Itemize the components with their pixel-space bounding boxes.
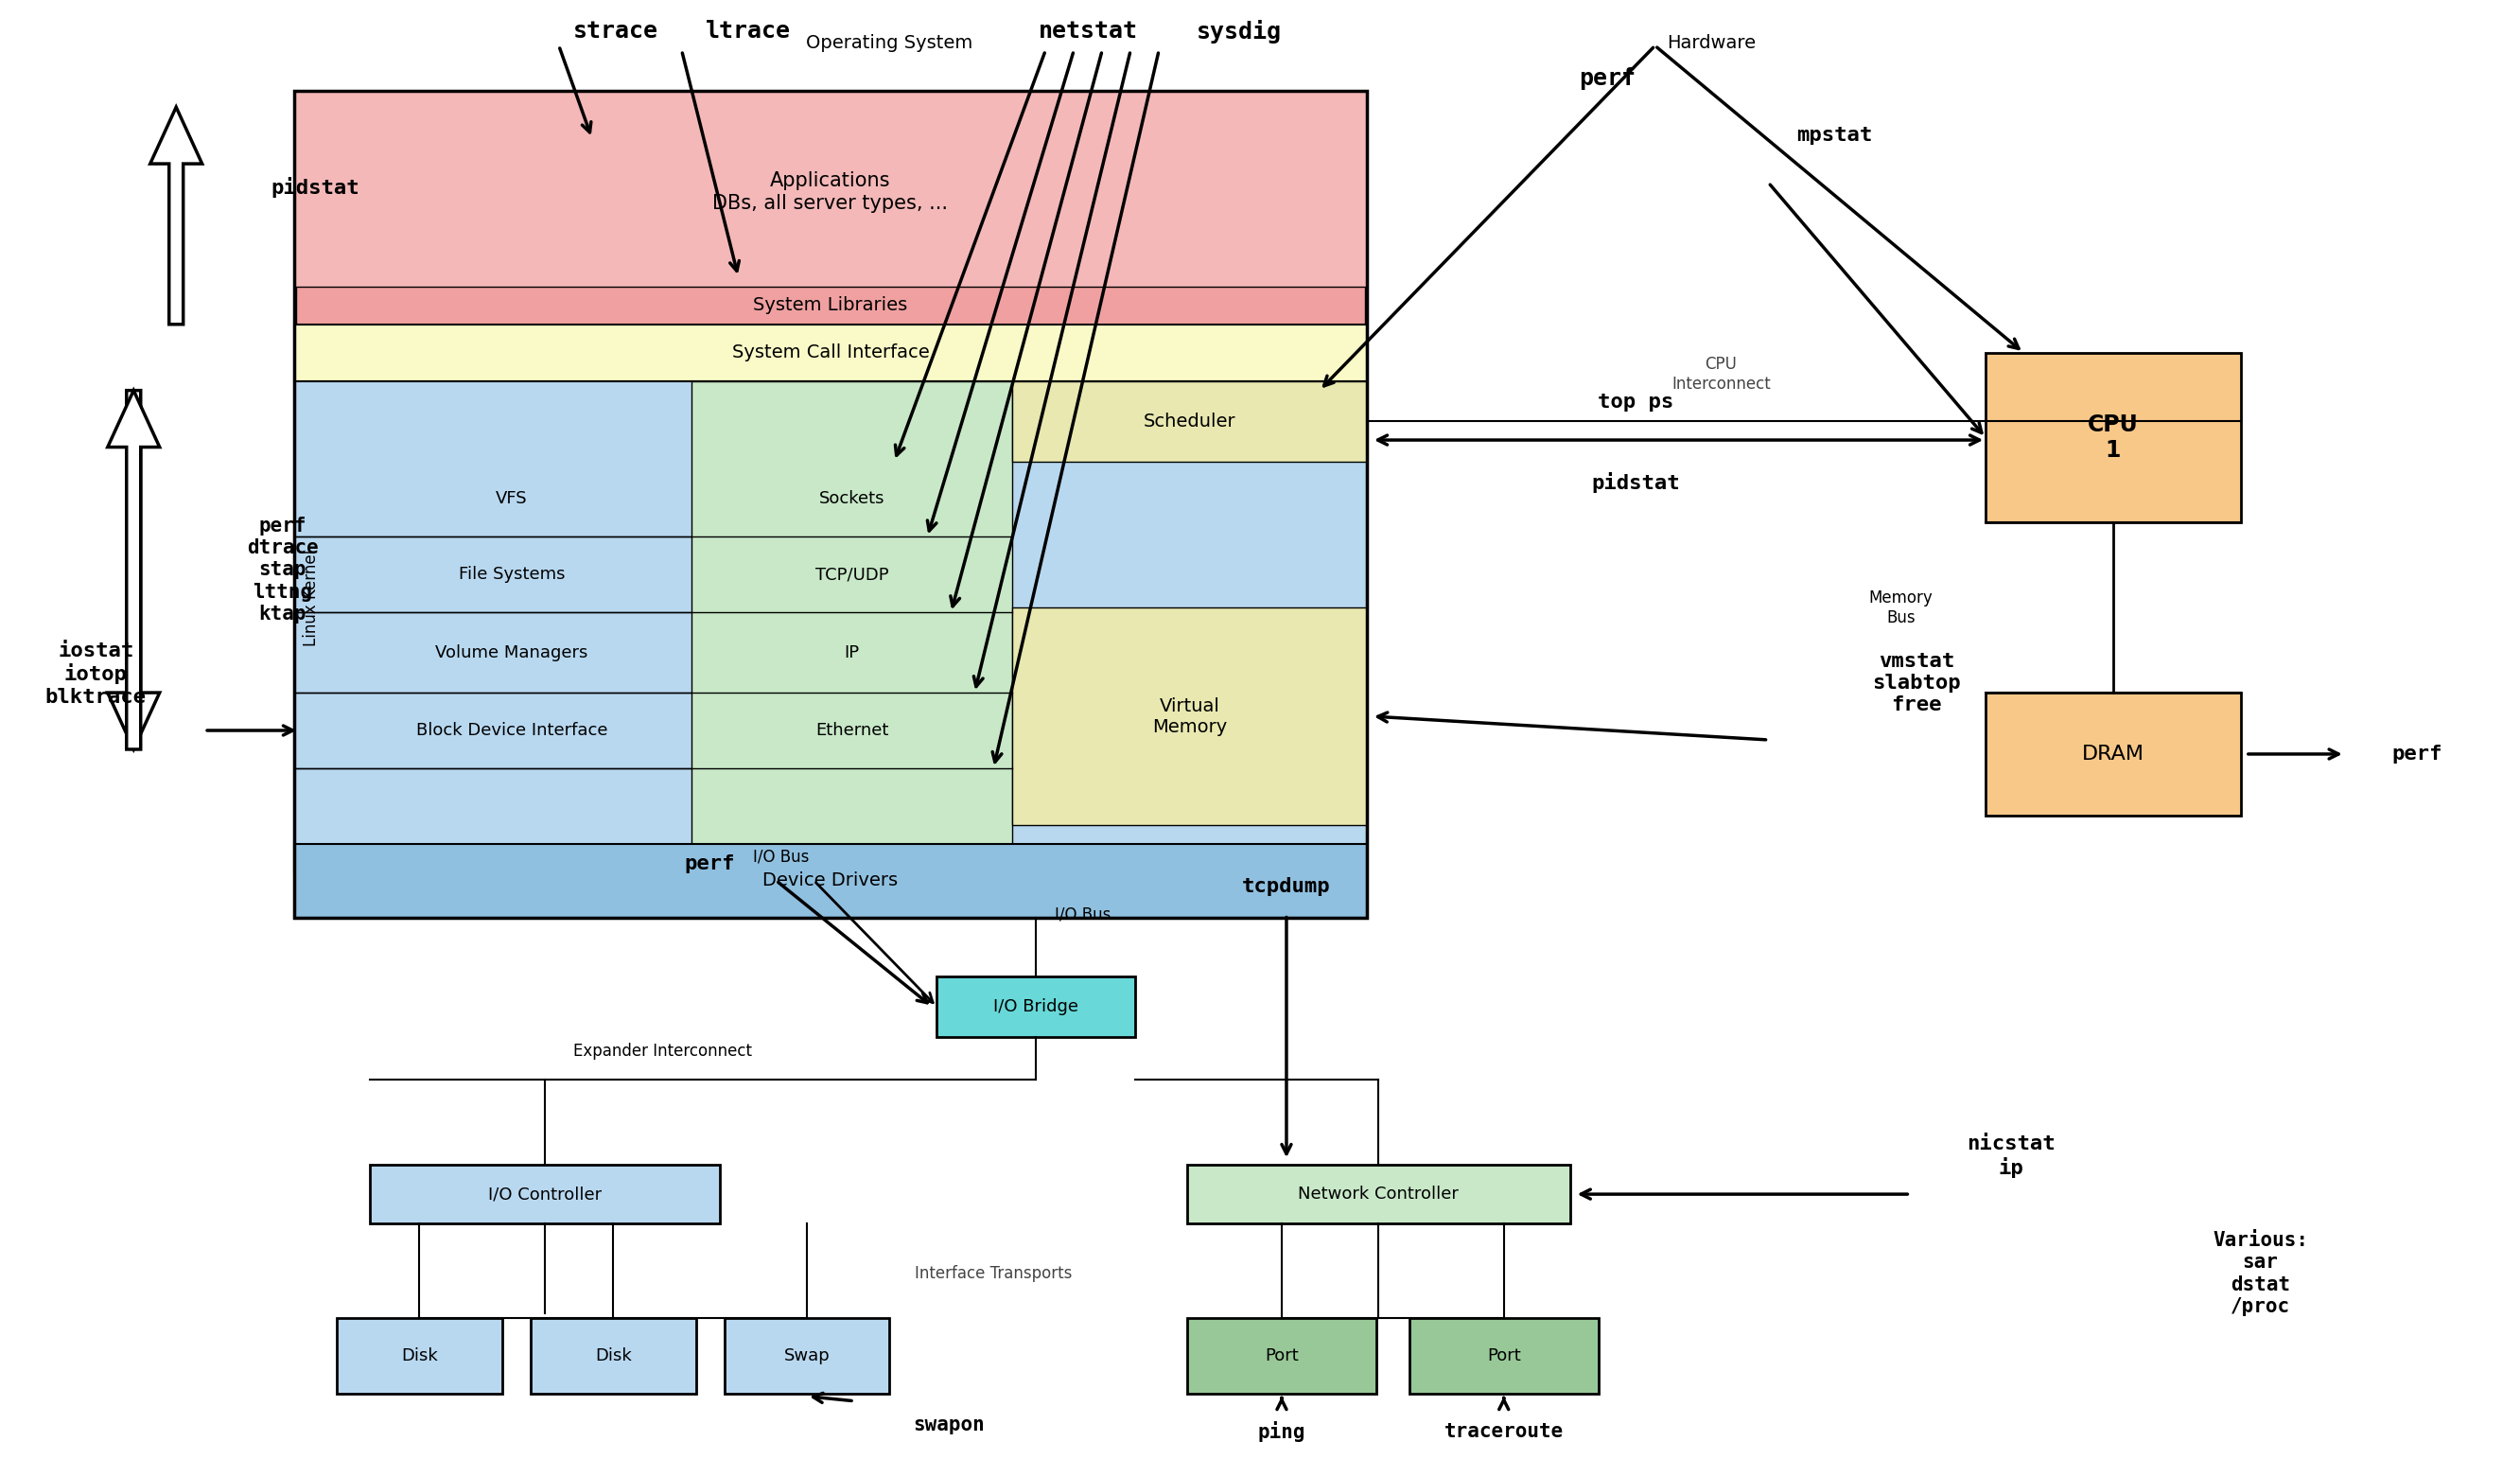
Bar [295,843,1366,918]
Text: Linux Kernel: Linux Kernel [302,550,320,646]
Text: Memory
Bus: Memory Bus [1870,589,1933,626]
Text: Hardware: Hardware [1668,34,1756,53]
Text: sysdig: sysdig [1197,20,1283,44]
Text: Ethernet: Ethernet [814,722,890,738]
Text: System Libraries: System Libraries [753,296,907,315]
Text: CPU
1: CPU 1 [2089,413,2139,463]
Text: Port: Port [1487,1347,1520,1364]
Text: traceroute: traceroute [1444,1421,1562,1440]
Text: netstat: netstat [1038,20,1137,42]
Text: Sockets: Sockets [819,490,885,508]
Text: System Call Interface: System Call Interface [731,344,930,362]
Bar [1013,381,1366,461]
Text: Various:
sar
dstat
/proc: Various: sar dstat /proc [2213,1231,2308,1316]
Bar [723,1317,890,1393]
Text: perf: perf [685,854,736,872]
Bar [1013,607,1366,824]
Bar [1187,1317,1376,1393]
Bar [338,1317,501,1393]
Text: I/O Bridge: I/O Bridge [993,998,1079,1015]
Text: I/O Controller: I/O Controller [489,1186,602,1202]
Bar [295,90,1366,324]
Bar [690,381,1013,872]
Bar [532,1317,696,1393]
Bar [295,90,1366,918]
Text: Port: Port [1265,1347,1298,1364]
Text: ping: ping [1257,1421,1305,1441]
Bar [370,1164,721,1224]
FancyArrow shape [151,107,202,324]
Text: tcpdump: tcpdump [1242,877,1331,896]
Text: VFS: VFS [496,490,527,508]
Text: Interface Transports: Interface Transports [915,1265,1071,1282]
Text: Block Device Interface: Block Device Interface [416,722,607,738]
Text: perf: perf [1580,67,1635,90]
Text: swapon: swapon [912,1415,985,1434]
Text: Network Controller: Network Controller [1298,1186,1459,1202]
Bar [937,976,1137,1037]
Text: strace: strace [572,20,658,42]
Text: TCP/UDP: TCP/UDP [814,566,890,584]
Text: mpstat: mpstat [1797,125,1872,144]
Text: File Systems: File Systems [459,566,564,584]
Bar [295,324,1366,381]
Bar [295,381,1366,872]
Text: perf: perf [2391,744,2442,763]
Text: Disk: Disk [595,1347,633,1364]
FancyArrow shape [108,391,159,750]
FancyArrow shape [108,391,159,750]
Text: Volume Managers: Volume Managers [436,643,587,661]
Text: DRAM: DRAM [2082,744,2145,763]
Text: Applications
DBs, all server types, ...: Applications DBs, all server types, ... [713,172,948,213]
Text: vmstat
slabtop
free: vmstat slabtop free [1872,652,1961,715]
Text: Operating System: Operating System [806,34,973,53]
Text: Disk: Disk [401,1347,438,1364]
Text: I/O Bus: I/O Bus [753,849,809,865]
Text: nicstat
ip: nicstat ip [1966,1135,2056,1177]
Text: CPU
Interconnect: CPU Interconnect [1671,356,1772,392]
Text: ltrace: ltrace [706,20,791,42]
Bar [1986,353,2240,522]
Text: Virtual
Memory: Virtual Memory [1152,697,1227,735]
Bar [297,286,1366,324]
Text: iostat
iotop
blktrace: iostat iotop blktrace [45,641,146,706]
Text: pidstat: pidstat [270,177,360,198]
Text: IP: IP [844,643,859,661]
Text: perf
dtrace
stap
lttng
ktap: perf dtrace stap lttng ktap [247,516,318,623]
Text: Device Drivers: Device Drivers [764,871,897,890]
Text: I/O Bus: I/O Bus [1056,906,1111,924]
Text: top ps: top ps [1598,392,1673,411]
Bar [1187,1164,1570,1224]
Bar [1986,693,2240,816]
Text: Scheduler: Scheduler [1144,411,1235,430]
Text: pidstat: pidstat [1593,473,1681,493]
Bar [1409,1317,1598,1393]
Text: Swap: Swap [784,1347,829,1364]
Text: Expander Interconnect: Expander Interconnect [575,1043,751,1061]
